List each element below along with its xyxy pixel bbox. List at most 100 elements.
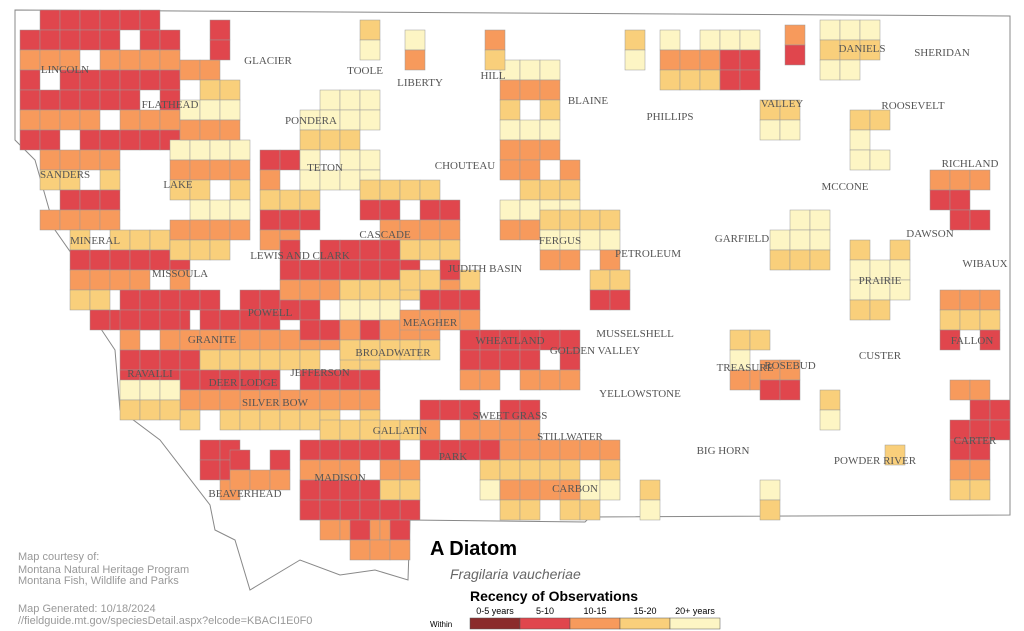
observation-cell [79, 9, 101, 31]
observation-cell [89, 289, 111, 311]
observation-cell [229, 469, 251, 491]
county-label: GLACIER [244, 55, 292, 67]
observation-cell [149, 249, 171, 271]
observation-cell [319, 419, 341, 441]
observation-cell [219, 349, 241, 371]
observation-cell [279, 259, 301, 281]
observation-cell [459, 419, 481, 441]
legend-prefix: Within [430, 620, 452, 629]
observation-cell [39, 29, 61, 51]
observation-cell [69, 289, 91, 311]
observation-cell [259, 329, 281, 351]
observation-cell [359, 259, 381, 281]
observation-cell [99, 9, 121, 31]
observation-cell [319, 439, 341, 461]
credit-line: Montana Fish, Wildlife and Parks [18, 575, 179, 587]
observation-cell [519, 499, 541, 521]
observation-cell [949, 169, 971, 191]
observation-cell [269, 449, 291, 471]
observation-cell [539, 439, 561, 461]
observation-cell [949, 379, 971, 401]
observation-cell [99, 149, 121, 171]
observation-cell [979, 289, 1001, 311]
observation-cell [199, 79, 221, 101]
observation-cell [199, 459, 221, 481]
observation-cell [99, 169, 121, 191]
observation-cell [359, 499, 381, 521]
observation-cell [359, 279, 381, 301]
observation-cell [939, 289, 961, 311]
observation-cell [499, 219, 521, 241]
observation-cell [479, 479, 501, 501]
observation-cell [139, 69, 161, 91]
observation-cell [519, 139, 541, 161]
observation-cell [624, 49, 646, 71]
observation-cell [39, 109, 61, 131]
observation-cell [219, 389, 241, 411]
observation-cell [189, 179, 211, 201]
observation-cell [299, 189, 321, 211]
observation-cell [459, 309, 481, 331]
observation-cell [969, 209, 991, 231]
observation-cell [859, 19, 881, 41]
observation-cell [229, 179, 251, 201]
observation-cell [519, 219, 541, 241]
observation-cell [379, 499, 401, 521]
observation-cell [419, 239, 441, 261]
observation-cell [169, 159, 191, 181]
credit-line: Montana Natural Heritage Program [18, 564, 189, 576]
county-label: WHEATLAND [475, 335, 544, 347]
observation-cell [19, 109, 41, 131]
observation-cell [404, 49, 426, 71]
observation-cell [139, 109, 161, 131]
legend-label: 5-10 [536, 606, 554, 616]
county-label: JEFFERSON [290, 367, 349, 379]
county-label: TOOLE [347, 65, 383, 77]
observation-cell [559, 159, 581, 181]
observation-cell [79, 209, 101, 231]
observation-cell [439, 289, 461, 311]
observation-cell [519, 199, 541, 221]
observation-cell [499, 349, 521, 371]
observation-cell [559, 369, 581, 391]
county-label: YELLOWSTONE [599, 388, 681, 400]
observation-cell [759, 379, 781, 401]
county-label: LAKE [163, 179, 193, 191]
observation-cell [969, 169, 991, 191]
county-label: SANDERS [40, 169, 90, 181]
county-label: GALLATIN [373, 425, 427, 437]
observation-cell [499, 199, 521, 221]
observation-cell [599, 209, 621, 231]
observation-cell [119, 379, 141, 401]
legend-swatch [619, 617, 671, 630]
observation-cell [59, 29, 81, 51]
observation-cell [699, 49, 721, 71]
observation-cell [209, 39, 231, 61]
observation-cell [989, 399, 1011, 421]
observation-cell [179, 389, 201, 411]
observation-cell [819, 59, 841, 81]
observation-cell [159, 399, 181, 421]
county-label: VALLEY [761, 98, 804, 110]
observation-cell [209, 199, 231, 221]
observation-cell [79, 89, 101, 111]
observation-cell [269, 469, 291, 491]
observation-cell [499, 479, 521, 501]
observation-cell [199, 99, 221, 121]
observation-cell [119, 9, 141, 31]
observation-cell [39, 149, 61, 171]
observation-cell [459, 289, 481, 311]
observation-cell [559, 179, 581, 201]
observation-cell [279, 409, 301, 431]
observation-cell [539, 369, 561, 391]
observation-cell [99, 69, 121, 91]
observation-cell [789, 229, 811, 251]
observation-cell [784, 24, 806, 46]
observation-cell [109, 269, 131, 291]
observation-cell [819, 389, 841, 411]
legend-label: 0-5 years [476, 606, 514, 616]
observation-cell [299, 129, 321, 151]
observation-cell [749, 329, 771, 351]
observation-cell [229, 199, 251, 221]
